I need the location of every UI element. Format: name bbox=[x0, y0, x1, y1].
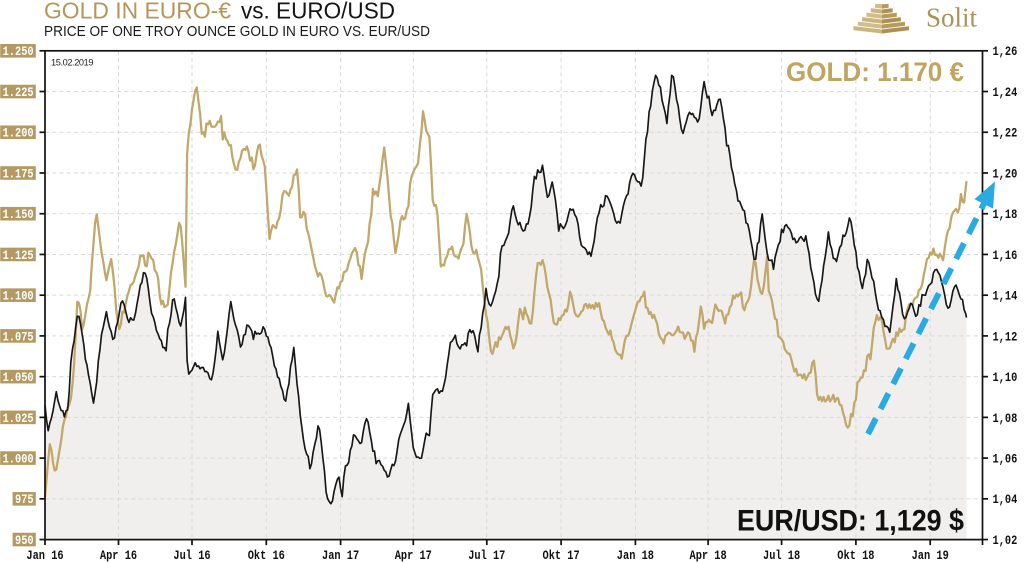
svg-text:1,22: 1,22 bbox=[993, 126, 1018, 141]
svg-text:Jul 17: Jul 17 bbox=[468, 548, 505, 563]
svg-text:Jan 18: Jan 18 bbox=[617, 548, 654, 563]
svg-text:1,26: 1,26 bbox=[993, 44, 1018, 59]
svg-text:15.02.2019: 15.02.2019 bbox=[51, 58, 94, 68]
svg-text:1.175: 1.175 bbox=[3, 166, 34, 181]
svg-text:1.050: 1.050 bbox=[3, 370, 34, 385]
svg-text:GOLD IN EURO-€: GOLD IN EURO-€ bbox=[44, 0, 231, 24]
svg-text:1,24: 1,24 bbox=[993, 85, 1018, 100]
svg-text:975: 975 bbox=[15, 492, 34, 507]
svg-text:Okt 18: Okt 18 bbox=[837, 548, 874, 563]
svg-text:1.250: 1.250 bbox=[3, 44, 34, 59]
svg-text:1,20: 1,20 bbox=[993, 166, 1018, 181]
svg-text:1.100: 1.100 bbox=[3, 289, 34, 304]
svg-text:1.200: 1.200 bbox=[3, 126, 34, 141]
svg-text:Jul 18: Jul 18 bbox=[763, 548, 800, 563]
svg-text:1,14: 1,14 bbox=[993, 289, 1018, 304]
svg-text:1,18: 1,18 bbox=[993, 207, 1018, 222]
svg-text:1,08: 1,08 bbox=[993, 411, 1018, 426]
svg-text:950: 950 bbox=[15, 533, 34, 548]
svg-text:GOLD: 1.170 €: GOLD: 1.170 € bbox=[786, 57, 964, 87]
svg-text:1,04: 1,04 bbox=[993, 492, 1018, 507]
svg-text:Jan 19: Jan 19 bbox=[912, 548, 949, 563]
svg-text:Okt 16: Okt 16 bbox=[248, 548, 285, 563]
svg-text:1.150: 1.150 bbox=[3, 207, 34, 222]
svg-text:1.000: 1.000 bbox=[3, 452, 34, 467]
svg-text:Solit: Solit bbox=[926, 3, 977, 33]
svg-text:vs. EURO/USD: vs. EURO/USD bbox=[241, 0, 395, 24]
svg-text:1,02: 1,02 bbox=[993, 533, 1018, 548]
svg-text:1,12: 1,12 bbox=[993, 329, 1018, 344]
svg-text:Jan 17: Jan 17 bbox=[322, 548, 359, 563]
svg-text:1.075: 1.075 bbox=[3, 329, 34, 344]
svg-text:Jan 16: Jan 16 bbox=[26, 548, 63, 563]
svg-text:Apr 18: Apr 18 bbox=[690, 548, 727, 563]
svg-text:1,10: 1,10 bbox=[993, 370, 1018, 385]
svg-text:1,06: 1,06 bbox=[993, 452, 1018, 467]
svg-text:Apr 17: Apr 17 bbox=[395, 548, 432, 563]
svg-text:Jul 16: Jul 16 bbox=[173, 548, 210, 563]
svg-text:Okt 17: Okt 17 bbox=[543, 548, 580, 563]
svg-text:Apr 16: Apr 16 bbox=[100, 548, 137, 563]
svg-text:1.025: 1.025 bbox=[3, 411, 34, 426]
svg-text:EUR/USD: 1,129 $: EUR/USD: 1,129 $ bbox=[737, 505, 964, 538]
svg-text:PRICE OF ONE TROY OUNCE GOLD I: PRICE OF ONE TROY OUNCE GOLD IN EURO VS.… bbox=[44, 23, 430, 40]
svg-text:1.125: 1.125 bbox=[3, 248, 34, 263]
svg-text:1.225: 1.225 bbox=[3, 85, 34, 100]
svg-text:1,16: 1,16 bbox=[993, 248, 1018, 263]
